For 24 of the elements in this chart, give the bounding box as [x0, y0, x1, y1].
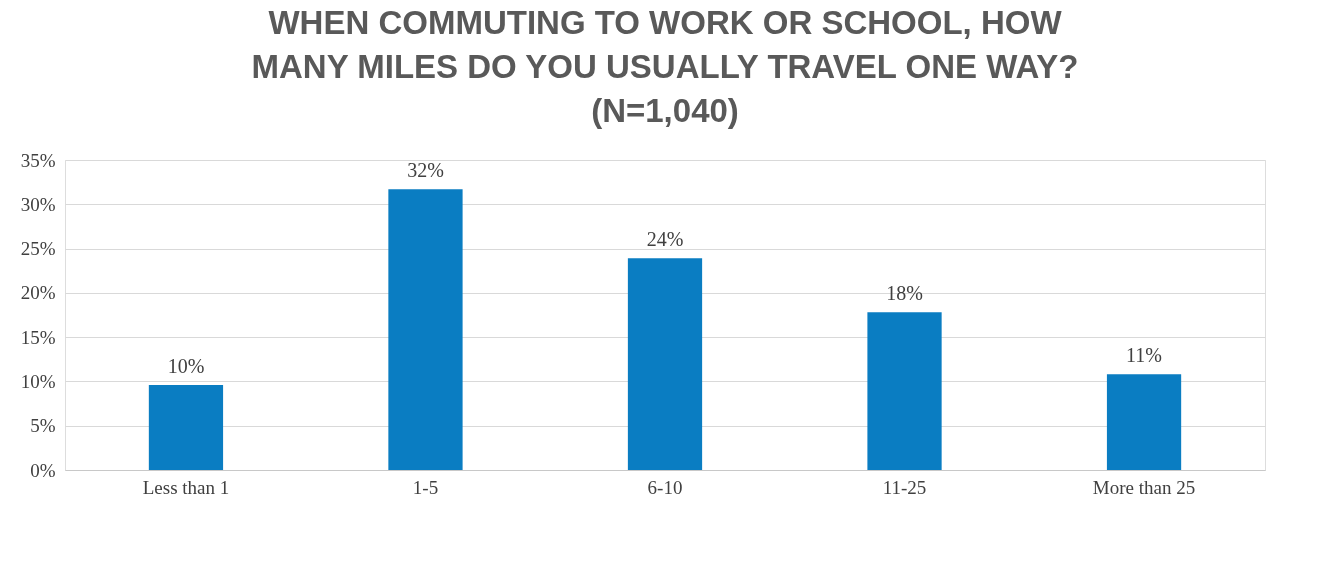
x-tick-label: More than 25	[1092, 476, 1196, 498]
x-tick-label: 6-10	[647, 476, 683, 498]
y-tick-label: 25%	[20, 238, 56, 260]
y-tick-label: 0%	[30, 459, 56, 481]
data-label: 18%	[886, 282, 923, 305]
x-tick-label: 11-25	[882, 476, 927, 498]
chart-title: WHEN COMMUTING TO WORK OR SCHOOL, HOW MANY MILES DO YOU USUALLY TRAVEL ONE WAY? (N=1,040)	[251, 4, 1079, 129]
y-tick-label: 20%	[20, 282, 56, 304]
y-tick-label: 30%	[20, 193, 56, 215]
data-label: 10%	[167, 354, 205, 377]
data-label: 32%	[407, 159, 444, 182]
bar	[867, 312, 942, 470]
y-tick-label: 5%	[30, 415, 56, 437]
data-label: 24%	[646, 228, 684, 251]
x-tick-label: Less than 1	[142, 476, 230, 498]
y-tick-label: 15%	[20, 326, 56, 348]
data-label: 11%	[1126, 344, 1162, 367]
bar	[627, 258, 703, 470]
x-tick-label: 1-5	[412, 476, 439, 498]
bar	[1106, 374, 1182, 470]
y-tick-label: 10%	[20, 370, 56, 392]
y-tick-label: 35%	[20, 149, 56, 171]
bar	[148, 384, 224, 470]
bar	[388, 189, 463, 470]
